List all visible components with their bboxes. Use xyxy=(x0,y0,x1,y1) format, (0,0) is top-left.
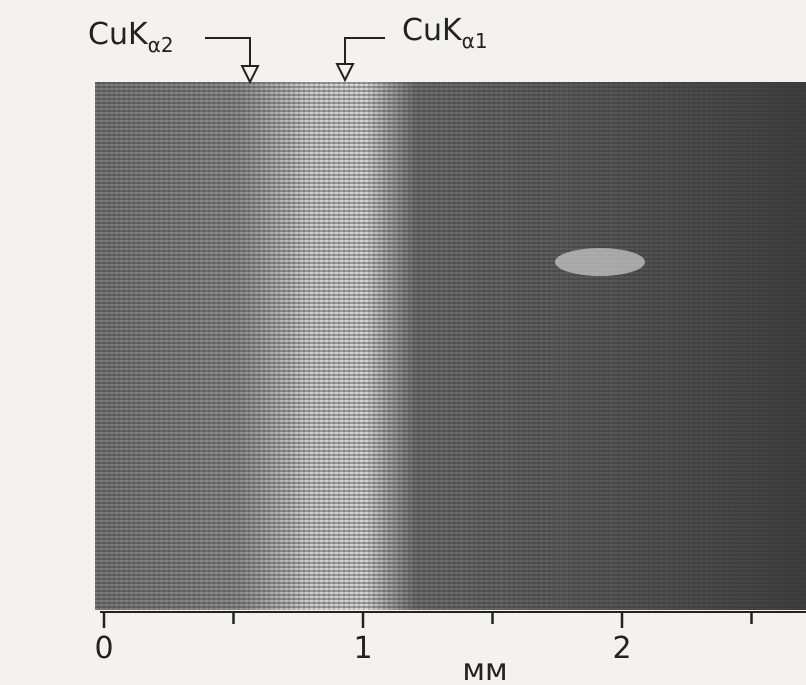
unit-label: мм xyxy=(462,653,507,685)
tick-label: 0 xyxy=(94,631,113,666)
line-label: CuKα2 xyxy=(88,17,174,57)
tick-label: 1 xyxy=(353,631,372,666)
label-sub: α1 xyxy=(462,29,488,53)
arrows xyxy=(205,37,385,85)
tick-label: 2 xyxy=(612,631,631,666)
label-main: CuK xyxy=(402,13,463,48)
topograph-image xyxy=(95,82,806,610)
label-sub: α2 xyxy=(148,33,174,57)
line-label: CuKα1 xyxy=(402,13,488,53)
label-main: CuK xyxy=(88,17,149,52)
